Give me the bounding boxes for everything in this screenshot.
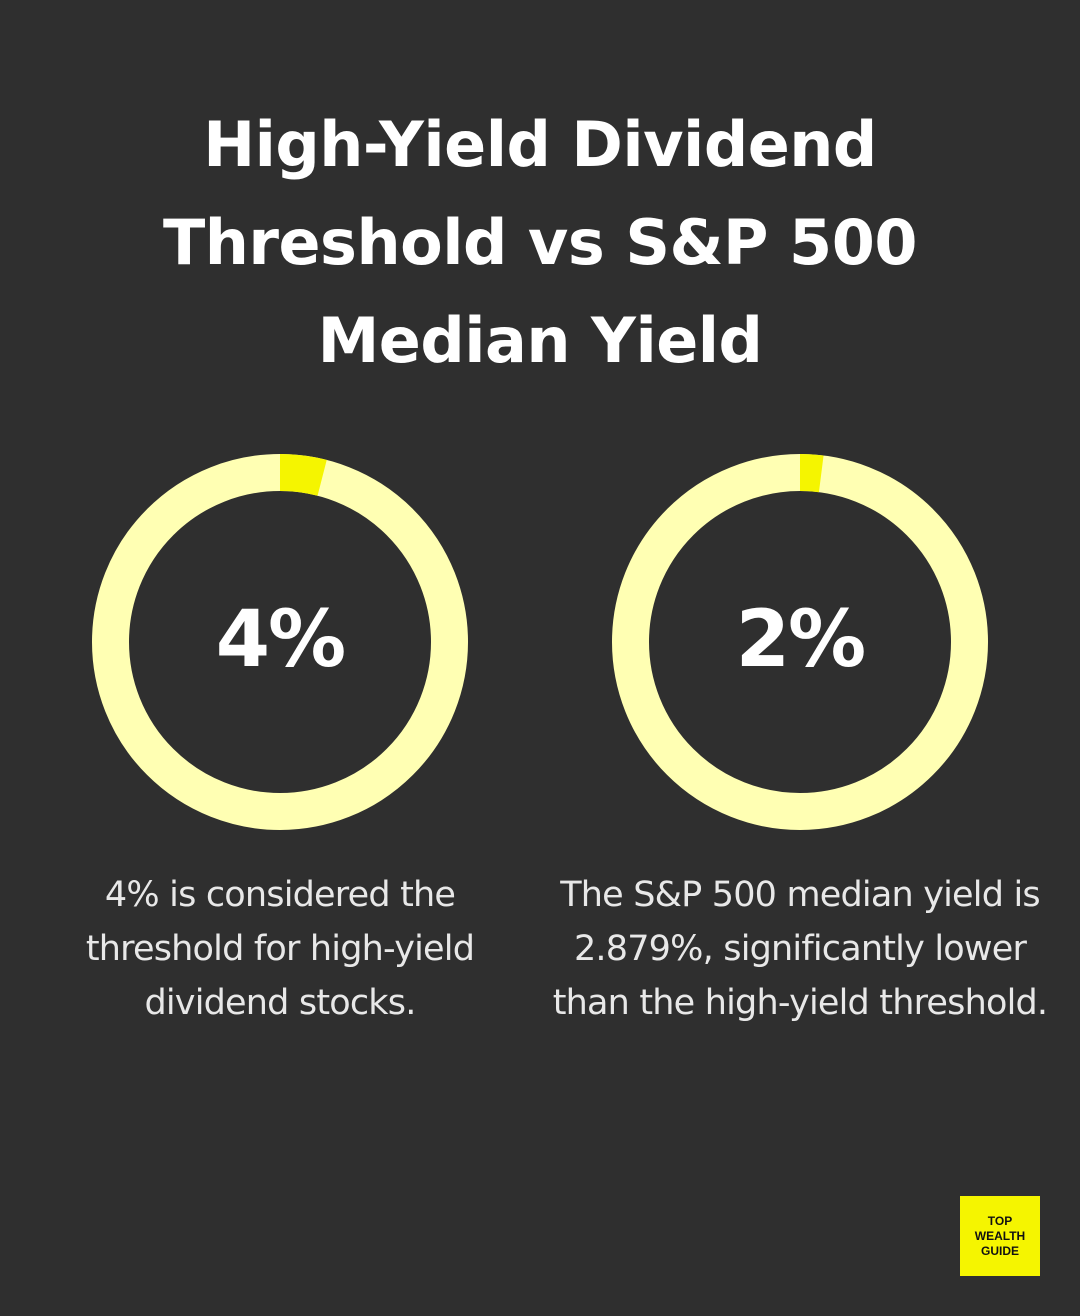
page-title: High-Yield Dividend Threshold vs S&P 500… [163, 108, 917, 377]
donut-chart-2: 2% [612, 454, 988, 830]
donut-chart-1: 4% [92, 454, 468, 830]
logo-text-line: TOP [987, 1213, 1013, 1228]
donut-center-label: 4% [216, 595, 344, 685]
donut-center-label: 2% [736, 595, 864, 685]
logo-text-line: GUIDE [980, 1243, 1019, 1258]
brand-logo: TOP WEALTH GUIDE [960, 1196, 1040, 1276]
donut-value-arc [799, 454, 824, 493]
chart-caption-1: 4% is considered the threshold for high-… [85, 875, 475, 1023]
chart-caption-2: The S&P 500 median yield is 2.879%, sign… [552, 875, 1048, 1023]
logo-text-line: WEALTH [974, 1228, 1026, 1243]
donut-value-arc [279, 454, 327, 496]
